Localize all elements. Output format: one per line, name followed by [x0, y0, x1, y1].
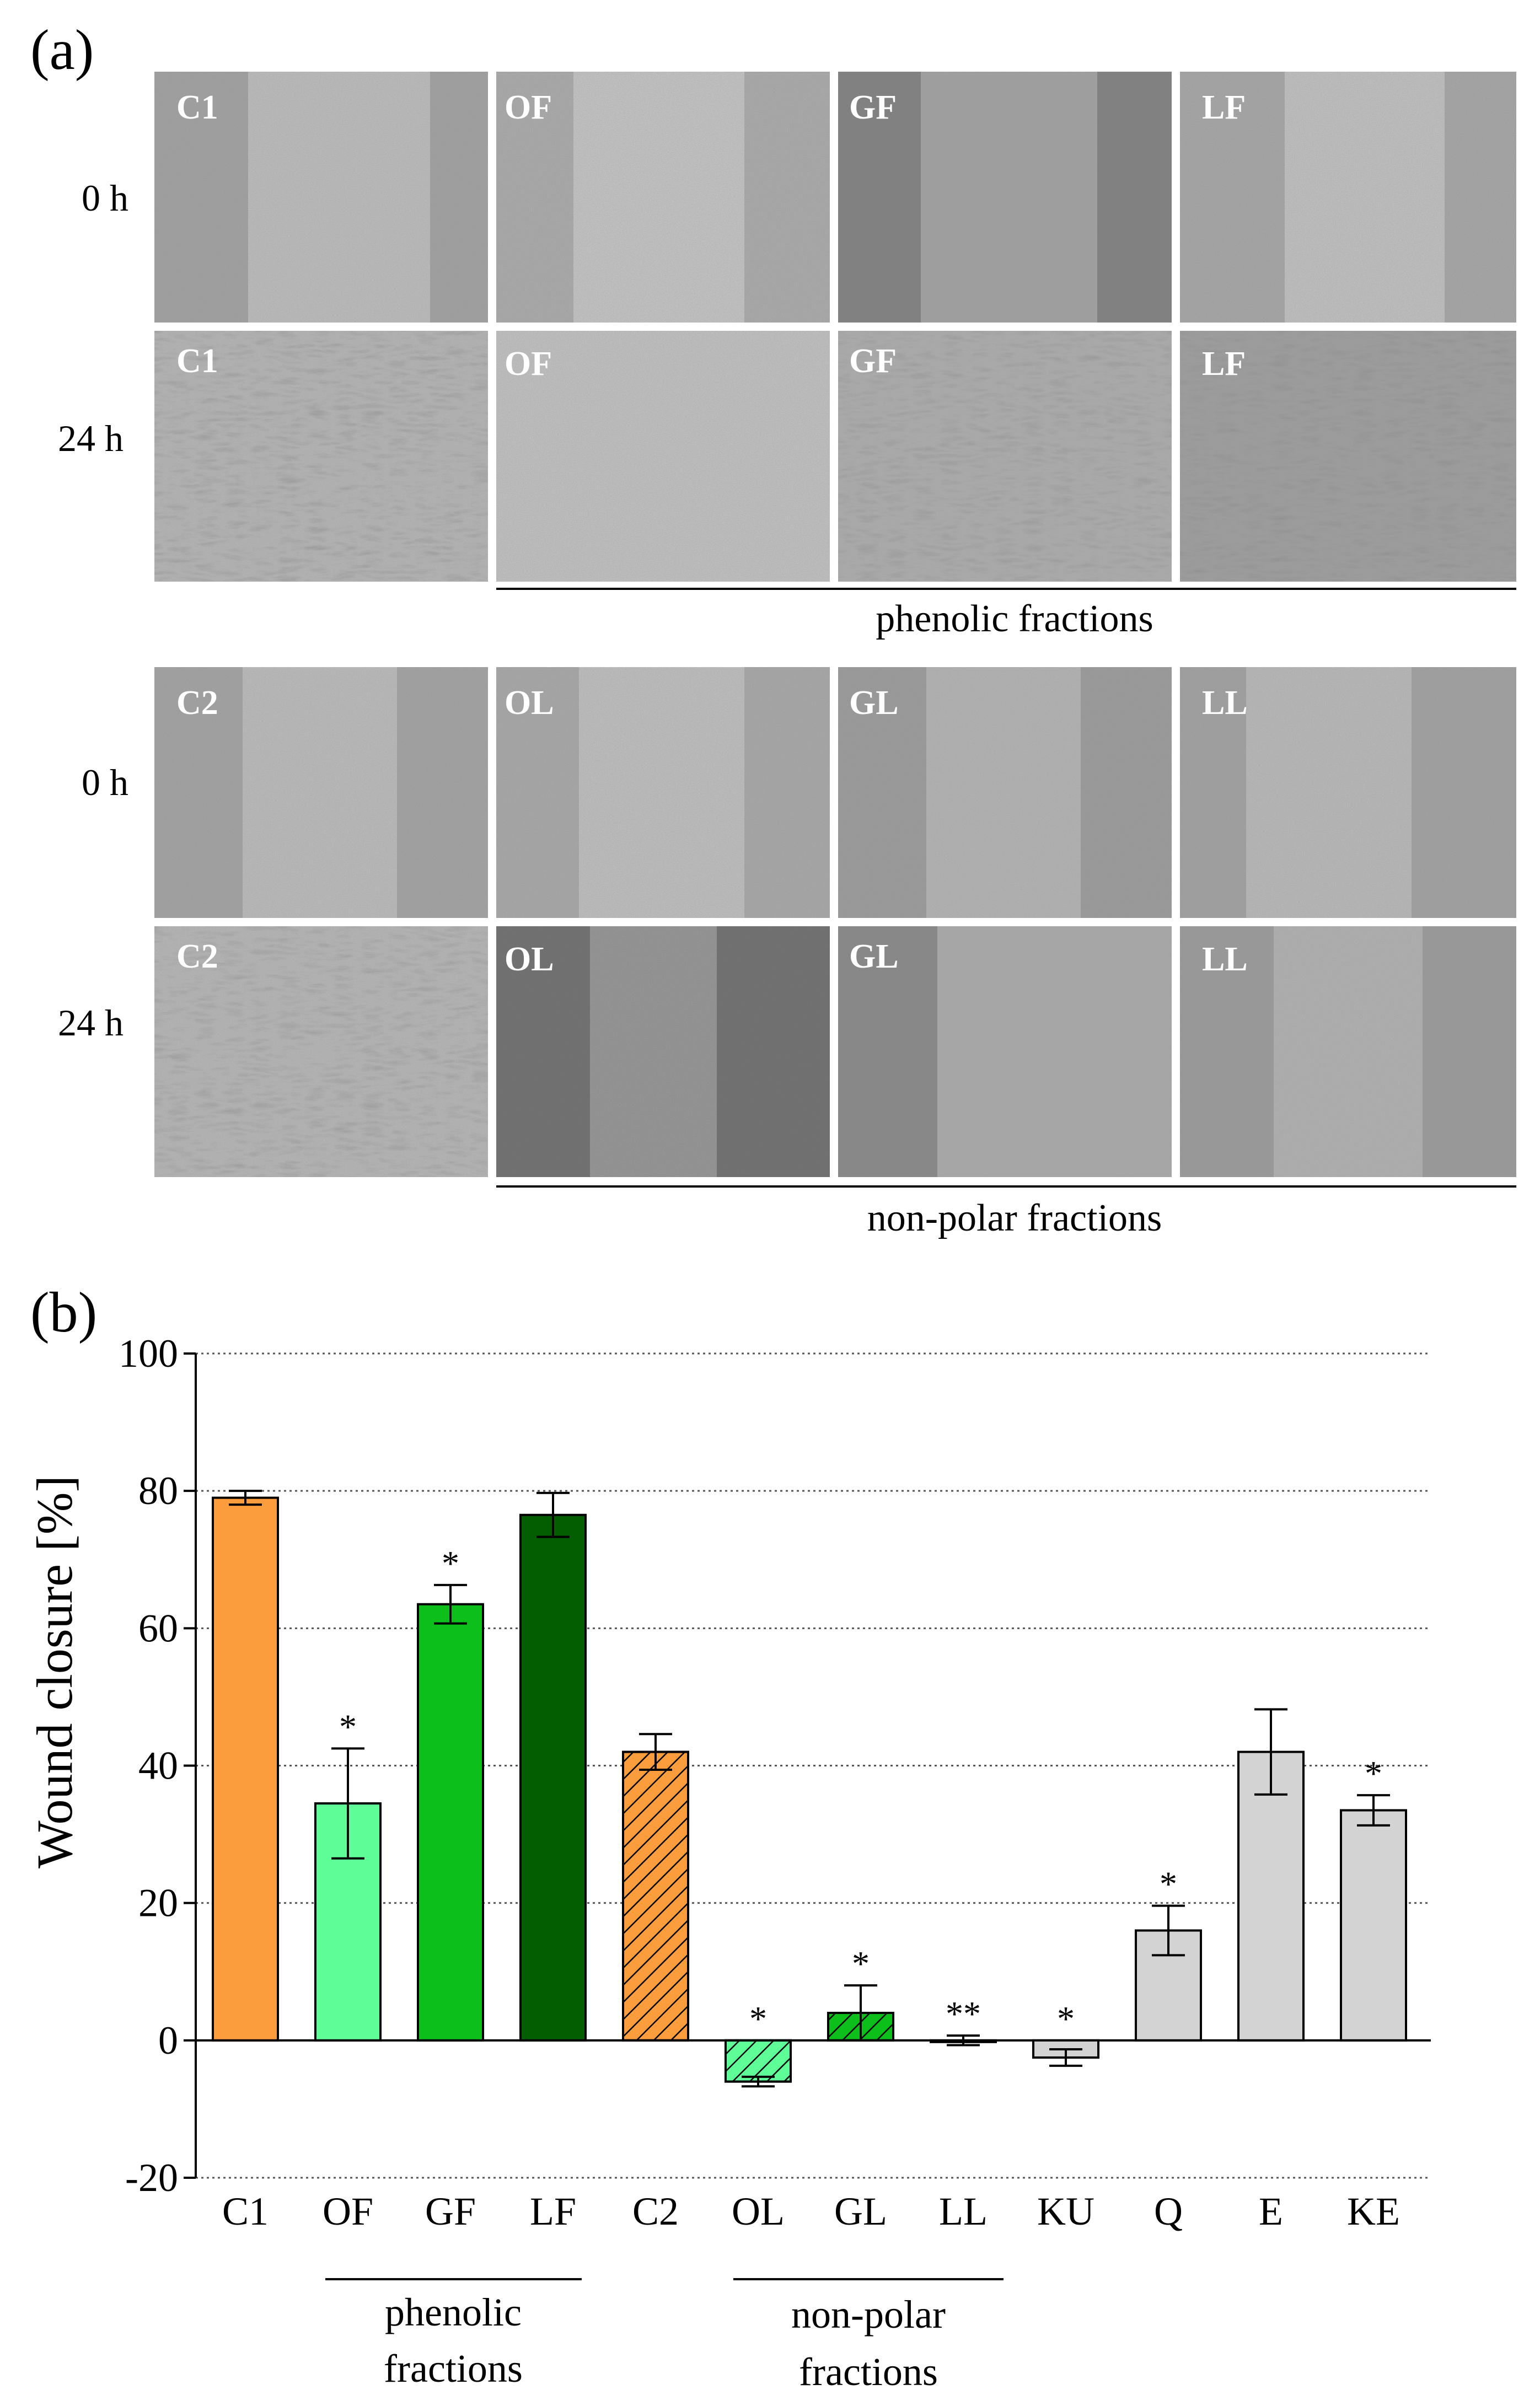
microscopy-tile: C2: [154, 667, 488, 918]
microscopy-tile: LF: [1180, 72, 1516, 323]
panel-a-label: (a): [30, 18, 94, 82]
y-tick-label: 80: [138, 1469, 178, 1513]
group-label-phenolic: phenolic fractions: [876, 598, 1153, 640]
bar-group: *: [1135, 1865, 1202, 2042]
x-tick-label: OL: [732, 2189, 785, 2233]
microscopy-tile: OF: [496, 331, 830, 582]
bar: [1135, 1929, 1202, 2042]
tile-label: OF: [505, 345, 552, 383]
nonpolar-microscopy-block: 0 h 24 h C2 OL GL L: [58, 667, 1516, 1239]
significance-mark: **: [946, 1994, 981, 2033]
tile-label: C2: [176, 684, 218, 722]
tile-label: OL: [505, 684, 554, 722]
phenolic-microscopy-block: 0 h 24 h C1 OF GF L: [58, 72, 1516, 640]
bar-group: [519, 1491, 587, 2042]
group-label-nonpolar-line1: non-polar: [791, 2292, 946, 2337]
x-tick-label: GF: [425, 2189, 476, 2233]
y-tick-label: 40: [138, 1744, 178, 1788]
significance-mark: *: [339, 1707, 357, 1746]
bar-hatch: [725, 2039, 792, 2083]
significance-mark: *: [1057, 1999, 1075, 2038]
tile-label: LL: [1202, 941, 1248, 978]
tile-label: LL: [1202, 684, 1248, 722]
bar-group: *: [725, 1999, 792, 2088]
tile-label: C1: [176, 89, 218, 126]
bar-group: [622, 1733, 689, 2042]
bar-group: *: [1340, 1754, 1407, 2042]
bar-group: *: [314, 1707, 382, 2042]
panel-b-label: (b): [30, 1281, 97, 1344]
x-tick-label: LF: [530, 2189, 576, 2233]
group-label-phenolic-line1: phenolic: [385, 2290, 522, 2334]
microscopy-tile: C2: [154, 926, 488, 1177]
microscopy-tile: LL: [1180, 667, 1516, 918]
tile-label: C1: [176, 342, 218, 380]
y-tick-label: 60: [138, 1606, 178, 1650]
bar-group: [1237, 1708, 1305, 2042]
x-tick-label: C1: [222, 2189, 269, 2233]
bar: [212, 1496, 279, 2042]
group-label-nonpolar-line2: fractions: [799, 2350, 938, 2394]
bar-group: **: [930, 1994, 997, 2047]
tile-label: OF: [505, 89, 552, 126]
bar: [1237, 1750, 1305, 2042]
bar-group: *: [827, 1944, 894, 2042]
tile-label: GL: [849, 938, 899, 975]
microscopy-tile: GL: [838, 926, 1172, 1177]
microscopy-tile: LL: [1180, 926, 1516, 1177]
y-tick-label: -20: [125, 2156, 178, 2200]
bar-group: *: [1032, 1999, 1099, 2067]
bar: [1340, 1809, 1407, 2042]
x-tick-label: GL: [834, 2189, 887, 2233]
significance-mark: *: [1160, 1865, 1177, 1904]
y-axis-label: Wound closure [%]: [26, 1475, 83, 1868]
bar-group: *: [417, 1544, 484, 2042]
microscopy-tile: OL: [496, 667, 830, 918]
y-tick-label: 20: [138, 1881, 178, 1925]
microscopy-tile: C1: [154, 72, 488, 323]
group-label-phenolic-line2: fractions: [384, 2346, 523, 2391]
time-label-24h: 24 h: [58, 1002, 124, 1044]
time-label-0h: 0 h: [82, 761, 128, 803]
chart-group-labels: phenolic fractions non-polar fractions: [325, 2278, 1004, 2394]
x-tick-label: C2: [632, 2189, 679, 2233]
microscopy-tile: GF: [838, 331, 1172, 582]
significance-mark: *: [1365, 1754, 1382, 1793]
y-tick-label: 100: [119, 1331, 178, 1376]
tile-label: GF: [849, 89, 897, 126]
x-tick-label: KU: [1037, 2189, 1094, 2233]
tile-label: LF: [1202, 345, 1246, 383]
microscopy-tile: GL: [838, 667, 1172, 918]
bar: [519, 1513, 587, 2042]
tile-label: LF: [1202, 89, 1246, 126]
significance-mark: *: [749, 1999, 767, 2038]
x-tick-label: E: [1259, 2189, 1283, 2233]
y-tick-label: 0: [158, 2018, 178, 2063]
tile-label: C2: [176, 938, 218, 975]
tile-label: OL: [505, 941, 554, 978]
significance-mark: *: [442, 1544, 459, 1583]
microscopy-tile: LF: [1180, 331, 1516, 582]
time-label-24h: 24 h: [58, 417, 124, 459]
tile-label: GF: [849, 342, 897, 380]
x-tick-label: OF: [323, 2189, 373, 2233]
microscopy-tile: GF: [838, 72, 1172, 323]
bar-hatch: [622, 1750, 689, 2042]
x-tick-label: LL: [939, 2189, 988, 2233]
microscopy-tile: C1: [154, 331, 488, 582]
microscopy-tile: OL: [496, 926, 830, 1177]
microscopy-tile: OF: [496, 72, 830, 323]
bar-group: [212, 1490, 279, 2042]
x-tick-label: Q: [1154, 2189, 1183, 2233]
tile-label: GL: [849, 684, 899, 722]
time-label-0h: 0 h: [82, 177, 128, 219]
group-label-nonpolar: non-polar fractions: [867, 1197, 1162, 1239]
x-tick-label: KE: [1347, 2189, 1400, 2233]
significance-mark: *: [852, 1944, 870, 1983]
bar: [417, 1603, 484, 2042]
